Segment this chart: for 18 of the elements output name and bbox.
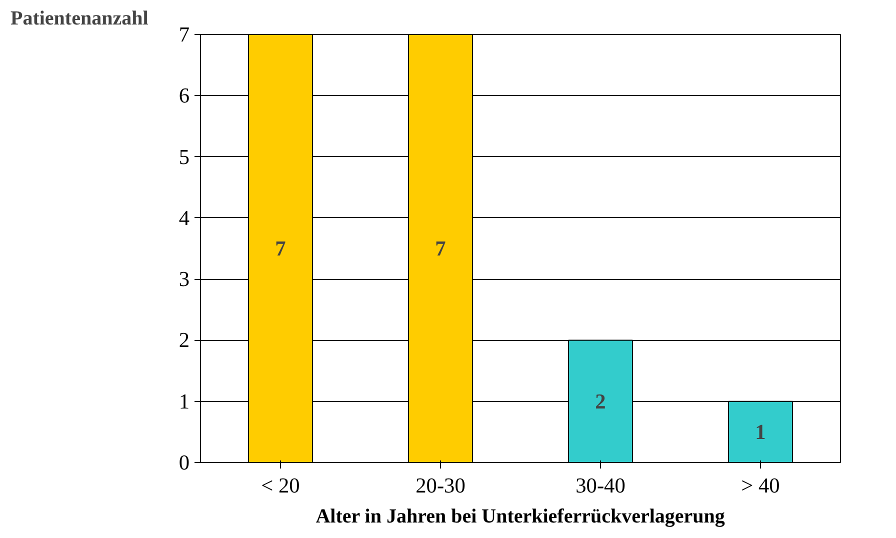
data-label: 7 — [275, 236, 286, 260]
y-tick-label: 7 — [178, 22, 190, 46]
y-axis-title: Patientenanzahl — [10, 8, 149, 30]
x-tick-label: 30-40 — [576, 474, 626, 498]
y-tick-label: 5 — [178, 144, 190, 169]
x-tick-label: 20-30 — [416, 474, 466, 498]
y-tick-label: 3 — [178, 267, 190, 292]
data-label: 7 — [435, 236, 446, 260]
y-tick-label: 0 — [178, 450, 190, 474]
y-tick-label: 6 — [178, 84, 190, 108]
y-tick-label: 2 — [178, 328, 190, 352]
x-tick-label: < 20 — [261, 474, 300, 498]
data-label: 1 — [755, 420, 766, 444]
data-label: 2 — [595, 389, 606, 414]
x-tick-label: > 40 — [741, 474, 780, 498]
y-tick-label: 4 — [178, 206, 190, 230]
y-tick-label: 1 — [178, 389, 190, 414]
x-axis-title: Alter in Jahren bei Unterkieferrückverlagerung — [316, 506, 725, 528]
